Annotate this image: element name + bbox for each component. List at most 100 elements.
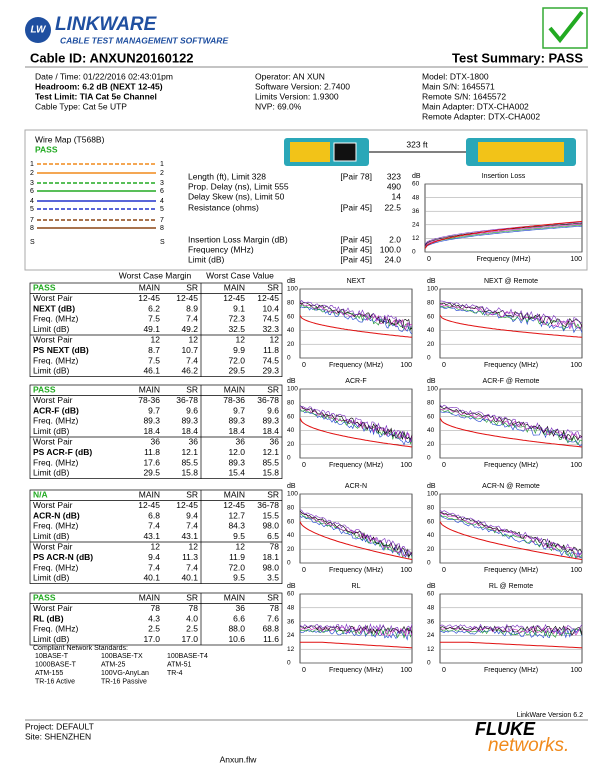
cell: 9.1: [233, 303, 245, 313]
cell: 78-36: [223, 395, 245, 405]
measure-pair: [Pair 45]: [340, 202, 372, 212]
cell: 7.5: [148, 314, 160, 324]
remote-unit-panel: [478, 142, 564, 162]
row-label: ACR-F (dB): [33, 405, 79, 415]
cell: 78: [151, 603, 161, 613]
trace: [439, 515, 583, 560]
cell: 12: [189, 541, 199, 551]
x-axis-label: Frequency (MHz): [484, 362, 538, 369]
logo-mark: [25, 17, 51, 43]
y-tick-label: 0: [427, 560, 431, 567]
cell: 32.5: [228, 324, 245, 334]
cell: 49.2: [181, 324, 198, 334]
cell: 12: [270, 334, 280, 344]
y-tick-label: 20: [287, 341, 295, 348]
cell: 12-45: [176, 500, 198, 510]
x-tick-label: 100: [400, 362, 412, 369]
cell: 18.4: [262, 426, 279, 436]
trace: [439, 513, 583, 559]
measure-label: Frequency (MHz): [188, 244, 254, 254]
row-label: N/A: [33, 489, 48, 499]
cell: 72.3: [228, 314, 245, 324]
trace: [439, 626, 583, 637]
cell: 78-36: [138, 395, 160, 405]
chart-title: ACR-F: [345, 378, 366, 385]
trace: [299, 510, 413, 558]
cell: 15.5: [262, 510, 279, 520]
cell: 7.6: [267, 613, 279, 623]
header-margin: Worst Case Margin: [119, 270, 192, 280]
cell: SR: [267, 592, 279, 602]
trace: [299, 627, 413, 639]
cell: 18.1: [262, 552, 279, 562]
row-label: Worst Pair: [33, 395, 73, 405]
standard: ATM-155: [35, 670, 63, 677]
y-tick-label: 0: [427, 455, 431, 462]
cell: 40.1: [181, 573, 198, 583]
measure-pair: [Pair 45]: [340, 244, 372, 254]
trace: [439, 300, 583, 328]
cell: 18.4: [181, 426, 198, 436]
info-line: Remote Adapter: DTX-CHA002: [422, 111, 540, 121]
cell: 8.9: [186, 303, 198, 313]
info-line: NVP: 69.0%: [255, 101, 302, 111]
plot-area: [439, 288, 583, 359]
y-tick-label: 48: [427, 605, 435, 612]
y-tick-label: 100: [427, 386, 438, 393]
y-tick-label: 80: [287, 300, 295, 307]
cell: 9.4: [148, 552, 160, 562]
pin-left: 8: [30, 225, 34, 232]
measure-pair: [Pair 45]: [340, 234, 372, 244]
x-tick-label: 0: [442, 667, 446, 674]
chart-unit: dB: [427, 378, 436, 385]
file-name: Anxun.flw: [220, 754, 258, 764]
standards-title: Compliant Network Standards:: [33, 645, 128, 652]
cell: 78: [189, 603, 199, 613]
info-line: Main Adapter: DTX-CHA002: [422, 101, 529, 111]
y-tick-label: 24: [412, 222, 420, 229]
y-tick-label: 40: [427, 532, 435, 539]
cell: 7.4: [186, 521, 198, 531]
cell: 46.1: [143, 366, 160, 376]
cell: 6.5: [267, 531, 279, 541]
cell: 9.5: [233, 531, 245, 541]
cell: 49.1: [143, 324, 160, 334]
measure-value: 22.5: [384, 202, 401, 212]
cell: 7.4: [148, 521, 160, 531]
y-tick-label: 0: [427, 660, 431, 667]
y-tick-label: 40: [287, 427, 295, 434]
trace: [299, 405, 413, 442]
row-label: Worst Pair: [33, 293, 73, 303]
pin-right: 5: [160, 206, 164, 213]
cell: 68.8: [262, 624, 279, 634]
pin-right: 6: [160, 188, 164, 195]
standard: ATM-51: [167, 661, 191, 668]
site: Site: SHENZHEN: [25, 731, 91, 741]
info-line: Date / Time: 01/22/2016 02:43:01pm: [35, 71, 173, 81]
y-tick-label: 40: [287, 327, 295, 334]
y-tick-label: 80: [427, 300, 435, 307]
cell: 72.0: [228, 562, 245, 572]
row-label: Limit (dB): [33, 324, 70, 334]
row-label: Freq. (MHz): [33, 562, 79, 572]
measure-label: Limit (dB): [188, 254, 225, 264]
chart-unit: dB: [427, 278, 436, 285]
cell: 9.7: [233, 405, 245, 415]
cell: 74.5: [262, 355, 279, 365]
x-tick-label: 100: [570, 667, 582, 674]
measure-value: 490: [387, 181, 401, 191]
chart-unit: dB: [287, 483, 296, 490]
x-axis-label: Frequency (MHz): [484, 567, 538, 574]
limit-line: [439, 521, 583, 560]
standard: 100VG-AnyLan: [101, 670, 149, 677]
y-tick-label: 0: [287, 660, 291, 667]
cell: 29.5: [228, 366, 245, 376]
measure-value: 100.0: [380, 244, 402, 254]
cell: 17.6: [143, 457, 160, 467]
x-tick-label: 0: [302, 667, 306, 674]
y-tick-label: 40: [427, 427, 435, 434]
cell: 40.1: [143, 573, 160, 583]
y-tick-label: 24: [287, 632, 295, 639]
logo-initials: LW: [31, 25, 48, 36]
pin-right: 1: [160, 161, 164, 168]
